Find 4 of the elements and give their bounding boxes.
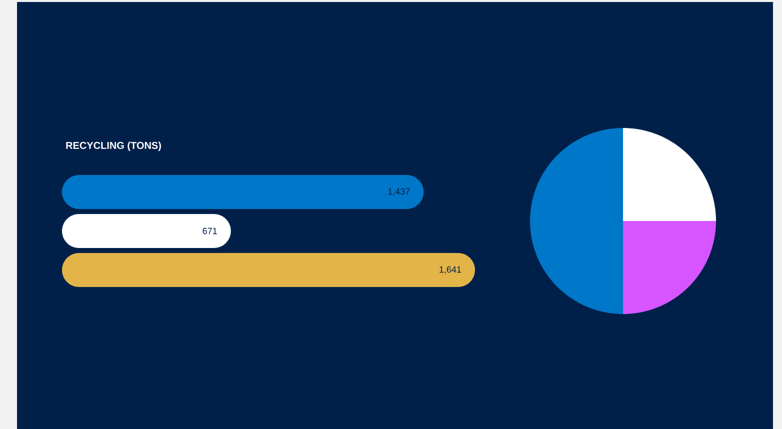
data-label: 671 — [202, 228, 217, 234]
data-label: 1,641 — [440, 266, 462, 274]
chart-title: RECYCLING (TONS) — [66, 142, 161, 151]
data-label: 1,437 — [388, 188, 410, 196]
